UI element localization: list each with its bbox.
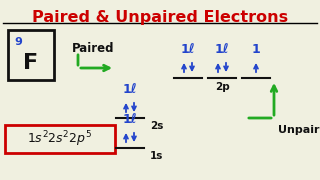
Text: Unpaired: Unpaired (278, 125, 320, 135)
Text: $1s^{2}2s^{2}2p^{5}$: $1s^{2}2s^{2}2p^{5}$ (28, 129, 92, 149)
Text: F: F (23, 53, 39, 73)
Text: 2s: 2s (150, 121, 164, 131)
Text: 1ℓ: 1ℓ (181, 43, 195, 56)
Text: 1ℓ: 1ℓ (123, 113, 137, 126)
Text: 1: 1 (252, 43, 260, 56)
Text: 1s: 1s (150, 151, 164, 161)
Text: Paired & Unpaired Electrons: Paired & Unpaired Electrons (32, 10, 288, 25)
Bar (8, 30, 54, 80)
Text: 1ℓ: 1ℓ (123, 83, 137, 96)
Text: 1ℓ: 1ℓ (215, 43, 229, 56)
Bar (5, 125, 115, 153)
Text: 9: 9 (14, 37, 22, 47)
Text: 2p: 2p (215, 82, 229, 92)
Text: Paired: Paired (72, 42, 115, 55)
